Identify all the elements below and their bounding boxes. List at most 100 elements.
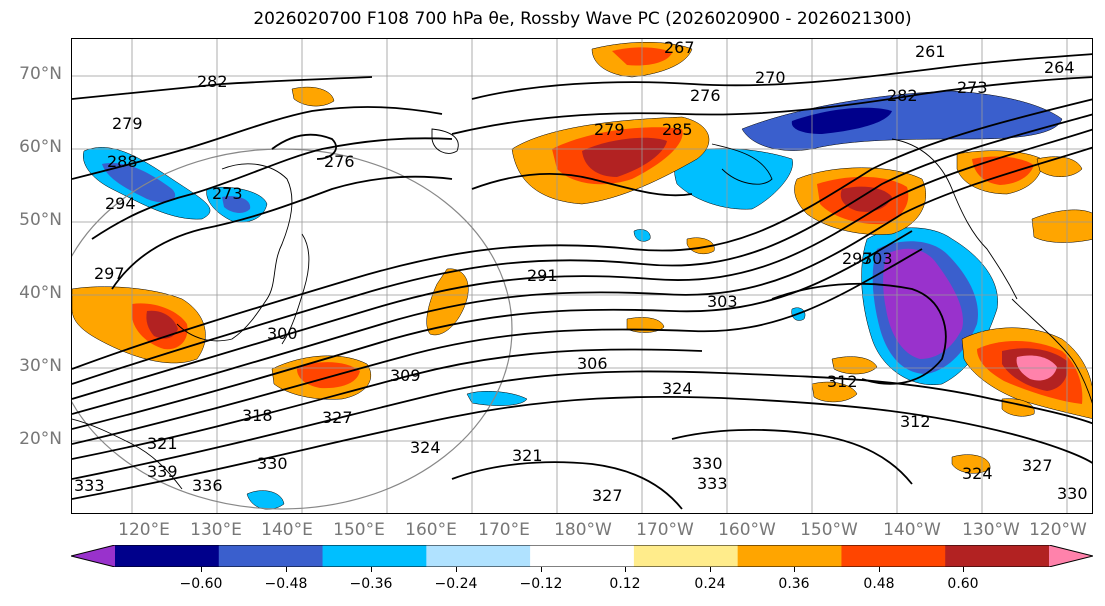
lat-label-60n: 60°N (19, 137, 62, 157)
colorbar-segment (945, 545, 1050, 567)
colorbar-segment (530, 545, 635, 567)
contour-label: 306 (577, 354, 608, 373)
shade-darkred-china (146, 310, 178, 339)
contour-label: 282 (887, 86, 918, 105)
contour-label: 270 (755, 68, 786, 87)
shade-blue-nw-dark (102, 163, 176, 203)
contour-label: 330 (692, 454, 723, 473)
contour-label: 291 (527, 266, 558, 285)
contour-label: 324 (662, 379, 693, 398)
contour-label: 330 (1057, 484, 1088, 503)
shade-orange-bar-6 (291, 86, 335, 107)
lat-label-40n: 40°N (19, 283, 62, 303)
colorbar-tick-label: 0.48 (863, 576, 895, 592)
colorbar-tick-label: −0.60 (179, 576, 223, 592)
contour-label: 288 (107, 152, 138, 171)
lon-label-120e: 120°E (118, 520, 170, 540)
shade-blue-small-3 (466, 391, 528, 406)
contour-label: 321 (147, 434, 178, 453)
lon-label-130e: 130°E (190, 520, 242, 540)
shade-orange-east-edge (1031, 209, 1092, 243)
lon-label-160e: 160°E (405, 520, 457, 540)
lon-label-140e: 140°E (261, 520, 313, 540)
lon-label-140w: 140°W (883, 520, 941, 540)
shade-navy-alaska (791, 107, 892, 134)
contour-label: 336 (192, 476, 223, 495)
contour-label: 276 (324, 152, 355, 171)
shade-blue-bering (674, 148, 793, 210)
contour-label: 330 (257, 454, 288, 473)
colorbar-tick-label: −0.12 (519, 576, 563, 592)
lon-label-150w: 150°W (800, 520, 858, 540)
shade-blue-small-4 (246, 490, 285, 510)
contour-labels: 261 264 267 270 273 276 276 279 279 282 … (74, 39, 1088, 505)
colorbar-tick-label: −0.24 (434, 576, 478, 592)
contour-label: 282 (197, 72, 228, 91)
colorbar-tick-label: 0.24 (694, 576, 726, 592)
contour-label: 333 (74, 476, 105, 495)
shade-orange-midpac (426, 268, 469, 336)
contour-label: 273 (212, 184, 243, 203)
shade-orange-bar-5 (951, 454, 991, 474)
contour-label: 285 (662, 120, 693, 139)
colorbar-tick-label: 0.36 (778, 576, 810, 592)
colorbar-segment (426, 545, 531, 567)
contour-label: 267 (664, 39, 695, 57)
colorbar-segment (71, 545, 115, 567)
map-panel: 261 264 267 270 273 276 276 279 279 282 … (71, 38, 1093, 514)
colorbar-tick-label: 0.60 (947, 576, 979, 592)
coastlines (72, 128, 1092, 490)
colorbar-segment (218, 545, 324, 567)
shade-orange-bar-2 (811, 381, 858, 403)
contour-label: 279 (112, 114, 143, 133)
contour-label: 321 (512, 446, 543, 465)
graticule (72, 39, 1092, 513)
contour-label: 327 (592, 486, 623, 505)
colorbar-tick-label: −0.48 (264, 576, 308, 592)
lon-label-160w: 160°W (718, 520, 776, 540)
colorbar (71, 545, 1093, 567)
lat-label-30n: 30°N (19, 356, 62, 376)
map-canvas: 261 264 267 270 273 276 276 279 279 282 … (72, 39, 1092, 513)
lat-label-20n: 20°N (19, 429, 62, 449)
contour-label: 264 (1044, 58, 1075, 77)
contour-label: 261 (915, 42, 946, 61)
lat-label-50n: 50°N (19, 210, 62, 230)
contour-label: 312 (827, 372, 858, 391)
shade-blue-japan-dark (222, 196, 251, 213)
contour-label: 327 (1022, 456, 1053, 475)
colorbar-segment (737, 545, 842, 567)
reference-circle (72, 148, 513, 510)
lon-label-120w: 120°W (1029, 520, 1087, 540)
lon-label-180w: 180°W (554, 520, 612, 540)
contour-label: 273 (957, 78, 988, 97)
contour-label: 279 (594, 120, 625, 139)
colorbar-segment (841, 545, 946, 567)
lat-label-70n: 70°N (19, 64, 62, 84)
contour-label: 303 (707, 292, 738, 311)
contour-label: 309 (390, 366, 421, 385)
contour-label: 276 (690, 86, 721, 105)
contour-label: 327 (322, 408, 353, 427)
contour-label: 300 (267, 324, 298, 343)
colorbar-tick-label: 0.12 (609, 576, 641, 592)
shade-orange-bar-3 (831, 356, 878, 375)
contour-label: 297 (94, 264, 125, 283)
contour-label: 333 (697, 474, 728, 493)
shade-darkred-gulf (840, 186, 892, 212)
shade-purple-pacific-low (883, 248, 963, 359)
contour-label: 324 (962, 464, 993, 483)
contour-label: 312 (900, 412, 931, 431)
shade-darkred-siberia (582, 137, 667, 177)
colorbar-segment (115, 545, 220, 567)
contour-label: 303 (862, 249, 893, 268)
colorbar-segment (322, 545, 427, 567)
contour-label: 324 (410, 438, 441, 457)
colorbar-segment (633, 545, 739, 567)
shade-orange-bar-8 (1036, 156, 1083, 177)
contour-label: 294 (105, 194, 136, 213)
lon-label-150e: 150°E (333, 520, 385, 540)
map-title: 2026020700 F108 700 hPa θe, Rossby Wave … (253, 9, 912, 29)
contour-label: 339 (147, 462, 178, 481)
colorbar-segment (1049, 545, 1093, 567)
